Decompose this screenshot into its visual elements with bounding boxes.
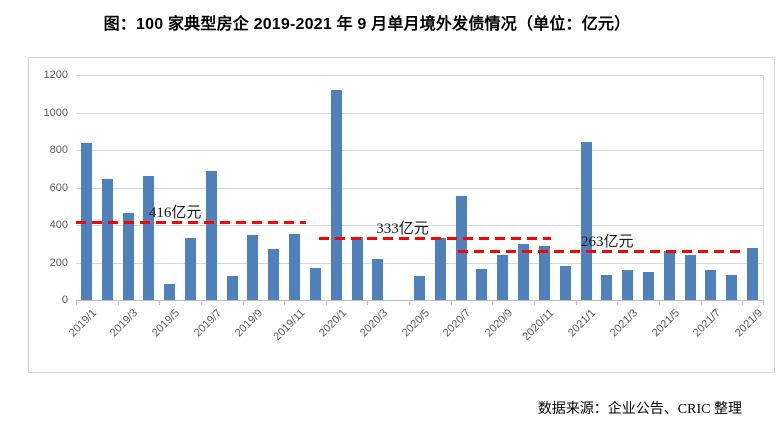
bar-2021/4	[643, 271, 654, 300]
x-axis-label-2020/7: 2020/7	[441, 307, 474, 340]
x-axis-label-2021/9: 2021/9	[732, 307, 766, 340]
x-axis-label-2019/1: 2019/1	[66, 307, 99, 340]
bar-2020/2	[351, 237, 363, 300]
y-axis-label-200: 200	[49, 256, 68, 269]
avg-line-333	[319, 236, 551, 240]
y-axis-label-1200: 1200	[43, 69, 68, 81]
bar-2020/7	[455, 195, 467, 300]
x-axis-tick	[325, 301, 327, 305]
bar-2021/5	[663, 250, 675, 300]
bar-2021/9	[747, 248, 759, 300]
bar-2021/7	[705, 270, 717, 300]
x-axis-tick	[76, 301, 77, 305]
bar-2021/1	[580, 141, 592, 300]
bar-2020/9	[497, 255, 509, 300]
y-gridline-400	[76, 225, 763, 226]
bar-2019/7	[205, 170, 217, 300]
y-gridline-1200	[76, 75, 763, 76]
x-axis-label-2021/1: 2021/1	[566, 307, 599, 340]
y-axis-label-400: 400	[49, 219, 68, 231]
avg-line-416	[76, 221, 307, 224]
chart-area: 0 200 400 600 800 1000 1200 2019/1 2019/3 2019/5 2…	[28, 57, 775, 373]
bar-2020/5	[414, 275, 425, 300]
x-axis-label-2020/1: 2020/1	[316, 307, 349, 340]
bar-2019/11	[289, 234, 301, 300]
data-source-note: 数据来源：企业公告、CRIC 整理	[537, 402, 742, 417]
plot-right-border	[763, 75, 764, 300]
x-axis-tick	[242, 301, 244, 305]
bar-2020/6	[434, 238, 446, 300]
x-axis-tick	[742, 301, 744, 305]
bar-2020/1	[330, 90, 342, 300]
bar-2019/4	[143, 176, 155, 300]
x-axis-label-2020/3: 2020/3	[358, 307, 391, 340]
x-axis-tick	[117, 301, 119, 305]
x-axis-tick	[492, 301, 494, 305]
bar-2019/3	[122, 212, 134, 300]
x-axis-label-2021/5: 2021/5	[649, 307, 682, 340]
bar-2019/10	[268, 249, 280, 300]
x-axis-label-2019/9: 2019/9	[233, 307, 266, 340]
y-gridline-200	[76, 262, 763, 264]
x-axis-line	[76, 300, 764, 301]
x-axis-tick	[534, 301, 535, 305]
y-axis-label-0: 0	[61, 294, 68, 306]
bar-2019/12	[309, 268, 321, 300]
bar-2021/2	[601, 274, 613, 300]
x-axis-tick	[658, 301, 660, 305]
x-axis-tick	[367, 301, 369, 305]
bar-2021/8	[726, 274, 738, 300]
x-axis-label-2020/11: 2020/11	[520, 307, 557, 344]
y-gridline-1000	[76, 112, 763, 114]
y-axis-label-1000: 1000	[43, 106, 68, 119]
bar-2019/5	[164, 284, 176, 300]
x-axis-label-2020/5: 2020/5	[399, 307, 432, 340]
x-axis-tick	[763, 301, 764, 305]
y-axis-label-600: 600	[49, 181, 68, 194]
y-gridline-600	[76, 187, 763, 189]
x-axis-tick	[200, 301, 202, 305]
bar-2021/3	[622, 270, 634, 300]
x-axis-tick	[617, 301, 619, 305]
bar-2020/10	[518, 243, 530, 300]
x-axis-label-2019/7: 2019/7	[191, 307, 224, 340]
x-axis-tick	[450, 301, 452, 305]
avg-line-label-333: 333亿元	[376, 220, 429, 237]
x-axis-label-2020/9: 2020/9	[482, 307, 516, 340]
bar-2020/12	[559, 266, 571, 300]
x-axis-label-2021/3: 2021/3	[607, 307, 641, 340]
x-axis-label-2019/5: 2019/5	[149, 307, 183, 340]
x-axis-label-2019/3: 2019/3	[108, 307, 141, 340]
bar-2019/6	[185, 238, 196, 300]
x-axis-label-2019/11: 2019/11	[271, 307, 308, 344]
bar-2020/8	[476, 269, 488, 300]
x-axis-tick	[409, 301, 411, 305]
x-axis-label-2021/7: 2021/7	[691, 307, 724, 340]
y-gridline-800	[76, 150, 763, 151]
chart-title: 图：100 家典型房企 2019-2021 年 9 月单月境外发债情况（单位：亿…	[103, 16, 631, 33]
x-axis-tick	[159, 301, 161, 305]
avg-line-label-416: 416亿元	[148, 205, 202, 221]
avg-line-263	[457, 249, 746, 253]
y-axis-label-800: 800	[49, 144, 68, 156]
avg-line-label-263: 263亿元	[580, 233, 634, 250]
bar-2019/8	[226, 275, 238, 300]
bar-2020/11	[538, 245, 550, 300]
bar-2020/3	[372, 258, 384, 300]
x-axis-tick	[700, 301, 702, 305]
x-axis-tick	[284, 301, 286, 305]
bar-2019/2	[101, 179, 113, 300]
bar-2021/6	[684, 255, 696, 300]
x-axis-tick	[575, 301, 577, 305]
bar-2019/9	[247, 235, 259, 300]
